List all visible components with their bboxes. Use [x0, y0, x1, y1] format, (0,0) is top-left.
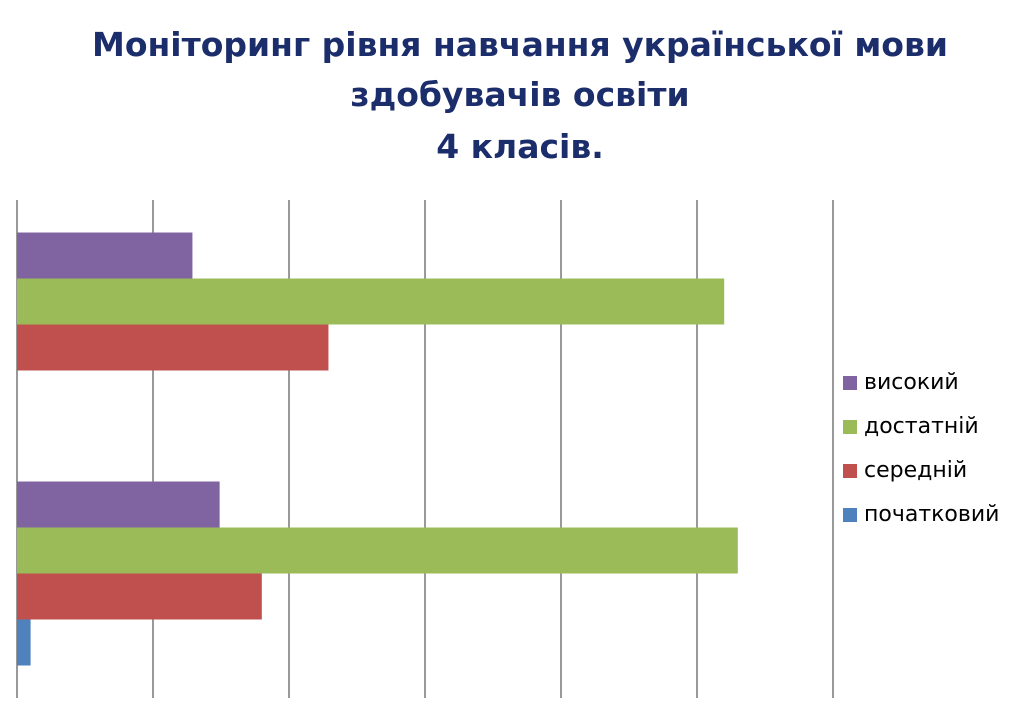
- chart-title: Моніторинг рівня навчання української мо…: [92, 25, 948, 64]
- legend-label: високий: [864, 370, 959, 395]
- legend-swatch: [843, 464, 857, 478]
- legend-swatch: [843, 508, 857, 522]
- legend-label: початковий: [864, 502, 999, 527]
- legend-swatch: [843, 420, 857, 434]
- bar: [17, 232, 193, 279]
- bar: [17, 278, 725, 325]
- chart-title: 4 класів.: [436, 127, 604, 166]
- legend-swatch: [843, 376, 857, 390]
- bar: [17, 481, 220, 528]
- bar: [17, 619, 31, 666]
- chart-title: здобувачів освіти: [350, 75, 689, 114]
- legend-label: достатній: [864, 414, 979, 439]
- bar: [17, 527, 738, 574]
- bar: [17, 573, 262, 620]
- bar: [17, 324, 329, 371]
- legend-label: середній: [864, 458, 967, 483]
